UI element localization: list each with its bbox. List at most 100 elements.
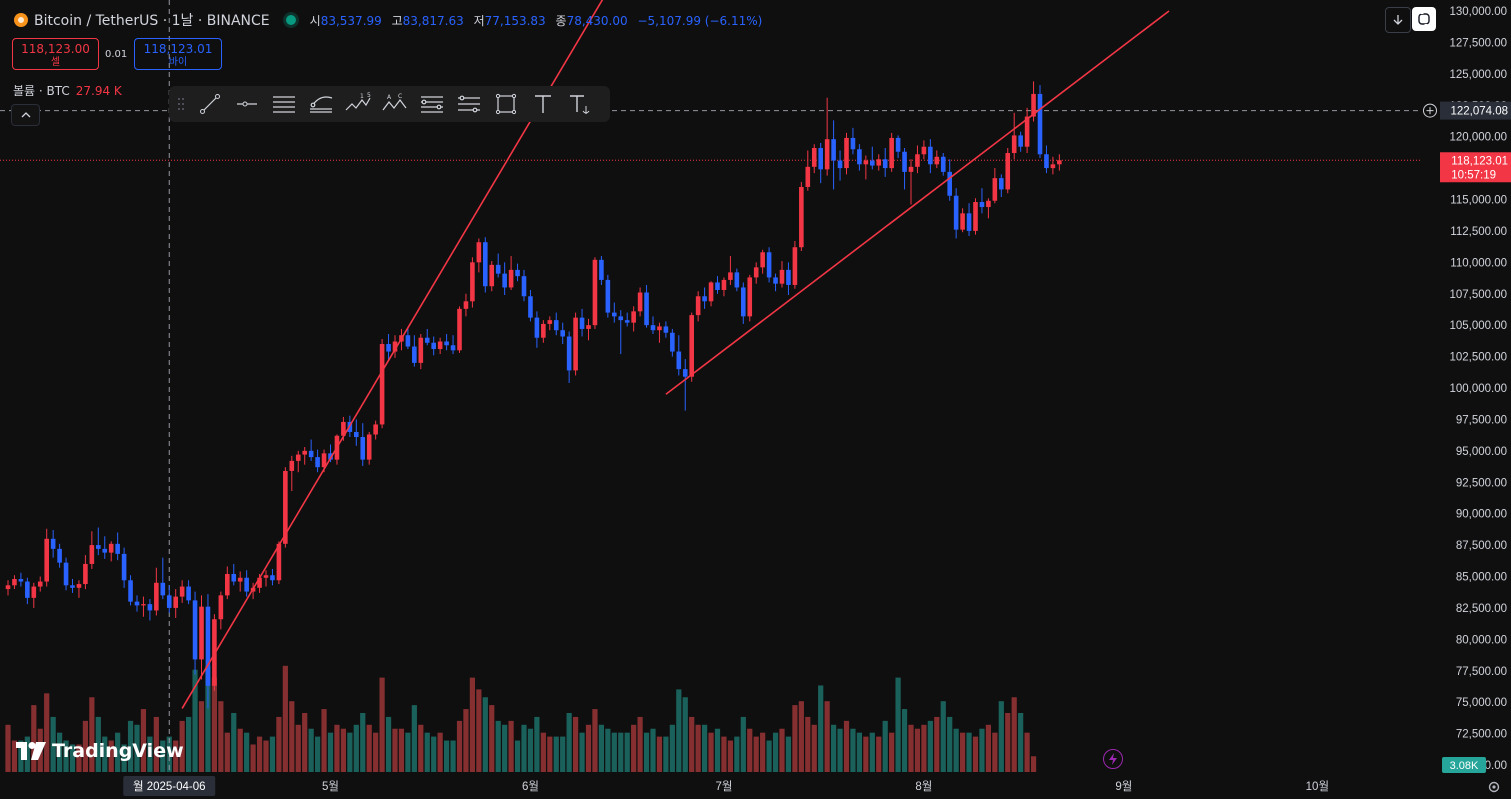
candle-body — [463, 301, 469, 309]
candle — [799, 181, 804, 252]
candle — [63, 557, 69, 591]
candle-body — [1024, 116, 1030, 147]
grip-icon[interactable] — [171, 86, 191, 122]
volume-bar — [153, 716, 159, 772]
candle — [431, 336, 436, 356]
fullscreen-button[interactable] — [1412, 7, 1436, 31]
volume-bar — [44, 693, 50, 772]
candle-body — [895, 137, 901, 152]
trendline[interactable] — [181, 0, 1117, 709]
svg-text:5: 5 — [367, 92, 371, 99]
volume-bar — [269, 736, 276, 772]
download-button[interactable] — [1385, 7, 1411, 33]
alerts-button[interactable] — [1103, 749, 1123, 769]
candle — [947, 159, 952, 201]
tradingview-logo[interactable]: TradingView — [16, 740, 184, 762]
candle — [553, 312, 559, 336]
horizontal-ray-icon[interactable] — [229, 86, 265, 122]
candle-body — [979, 202, 985, 208]
candle-body — [1057, 160, 1062, 165]
volume-bar — [566, 713, 572, 772]
time-tick-label: 6월 — [522, 780, 539, 793]
ohlc-values: 시83,537.99 고83,817.63 저77,153.83 종78,430… — [310, 12, 763, 29]
trendlines[interactable] — [181, 0, 1170, 709]
candle-body — [779, 269, 785, 284]
candle — [960, 208, 965, 233]
candle-body — [147, 604, 153, 611]
sell-button[interactable]: 118,123.00 셀 — [12, 38, 99, 70]
fib-retracement-icon[interactable] — [414, 86, 450, 122]
candle — [760, 249, 765, 274]
volume-bar — [418, 724, 424, 772]
volume-bar — [605, 728, 611, 772]
volume-bar — [579, 732, 585, 772]
symbol-title[interactable]: Bitcoin / TetherUS · 1날 · BINANCE — [34, 13, 270, 29]
volume-bar — [992, 732, 998, 772]
volume-bar — [173, 740, 179, 772]
candle-body — [160, 582, 166, 596]
volume-bar — [1018, 713, 1024, 772]
candle — [637, 287, 643, 317]
candle-body — [263, 575, 269, 578]
candle — [489, 261, 495, 292]
candle — [728, 256, 733, 285]
settings-button[interactable] — [1485, 778, 1503, 796]
candle — [289, 455, 295, 492]
volume-bar — [31, 705, 37, 772]
candle — [179, 580, 185, 603]
symbol-header: Bitcoin / TetherUS · 1날 · BINANCE 시83,53… — [14, 8, 762, 32]
rectangle-icon[interactable] — [488, 86, 524, 122]
volume-bar — [843, 720, 850, 772]
price-tick-label: 80,000.00 — [1456, 634, 1507, 646]
candle — [579, 308, 585, 337]
volume-bar — [1011, 697, 1017, 772]
candle — [573, 312, 578, 376]
volume-bar — [560, 736, 566, 772]
volume-bar — [1030, 756, 1037, 772]
candle-body — [799, 186, 804, 248]
candle — [373, 420, 378, 440]
candle — [57, 543, 62, 568]
candle-body — [508, 269, 514, 288]
price-axis[interactable]: 130,000.00127,500.00125,000.00122,500.00… — [1420, 0, 1511, 799]
collapse-legend-button[interactable] — [11, 104, 40, 126]
buy-button[interactable]: 118,123.01 바이 — [134, 38, 222, 70]
candle — [805, 150, 811, 191]
volume-bar — [102, 736, 108, 772]
anchored-text-icon[interactable] — [562, 86, 598, 122]
volume-bar — [831, 724, 837, 772]
volume-bar — [237, 728, 243, 772]
candle — [412, 335, 417, 367]
candle-body — [489, 264, 495, 287]
candle — [670, 328, 675, 357]
text-icon[interactable] — [525, 86, 561, 122]
price-tick-label: 75,000.00 — [1456, 697, 1507, 709]
regression-trend-icon[interactable] — [303, 86, 339, 122]
volume-bar — [50, 716, 56, 772]
candle — [928, 139, 933, 174]
add-alert-plus-button[interactable] — [1423, 103, 1437, 118]
parallel-channel-icon[interactable] — [266, 86, 302, 122]
buy-price: 118,123.01 — [143, 42, 213, 56]
trendline[interactable] — [665, 10, 1170, 395]
candle-body — [882, 159, 888, 169]
candle — [379, 338, 385, 429]
candle-body — [940, 156, 946, 172]
volume-legend[interactable]: 볼륨 · BTC 27.94 K — [13, 82, 122, 99]
trend-line-icon[interactable] — [192, 86, 228, 122]
candle — [870, 146, 875, 170]
volume-bar — [69, 744, 76, 772]
candle-body — [96, 545, 101, 549]
gann-box-icon[interactable] — [451, 86, 487, 122]
volume-bar — [108, 740, 114, 772]
candle — [734, 268, 740, 292]
volume-bar — [411, 705, 417, 772]
volume-bar — [115, 732, 121, 772]
volume-bar — [721, 736, 727, 772]
time-axis[interactable]: 5월 6월 7월 8월 9월 10월 월 2025-04-06 — [0, 772, 1420, 799]
lightning-icon — [1109, 753, 1117, 765]
candle-body — [186, 586, 191, 601]
